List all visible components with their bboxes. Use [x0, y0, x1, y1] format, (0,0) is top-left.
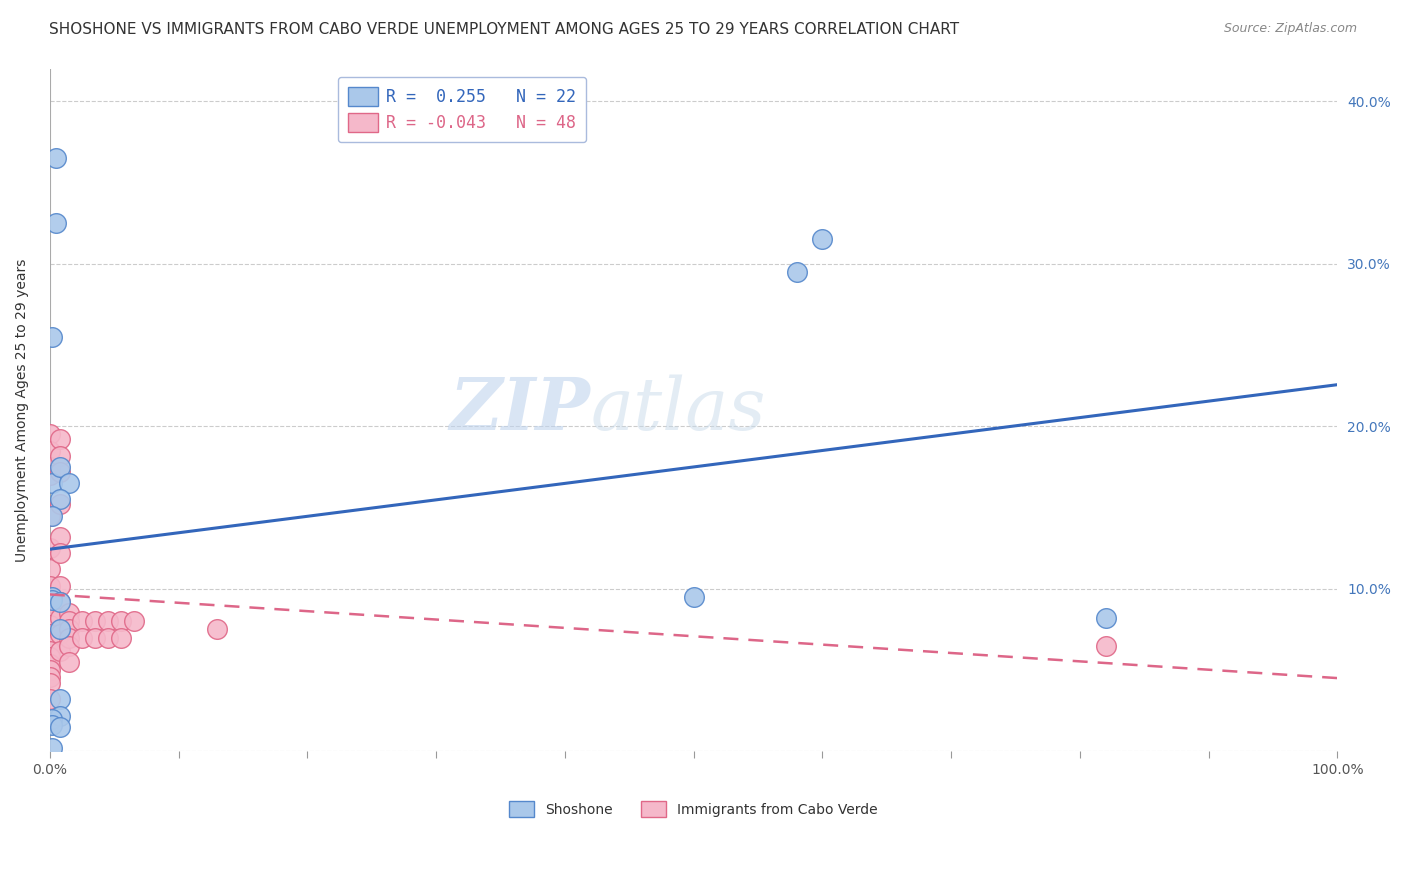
Point	[41, 718, 63, 732]
Point	[38, 657, 60, 671]
Point	[97, 631, 120, 645]
Point	[83, 631, 105, 645]
Point	[41, 712, 63, 726]
Point	[38, 468, 60, 483]
Text: Source: ZipAtlas.com: Source: ZipAtlas.com	[1223, 22, 1357, 36]
Point	[58, 606, 80, 620]
Point	[58, 623, 80, 637]
Point	[38, 633, 60, 648]
Point	[38, 692, 60, 706]
Point	[49, 595, 72, 609]
Point	[786, 265, 808, 279]
Point	[1094, 611, 1116, 625]
Point	[49, 432, 72, 446]
Point	[49, 627, 72, 641]
Point	[49, 459, 72, 474]
Point	[49, 465, 72, 479]
Point	[38, 643, 60, 657]
Point	[70, 615, 93, 629]
Point	[49, 492, 72, 507]
Point	[811, 232, 834, 246]
Legend: Shoshone, Immigrants from Cabo Verde: Shoshone, Immigrants from Cabo Verde	[503, 796, 883, 823]
Point	[38, 443, 60, 458]
Point	[38, 427, 60, 442]
Point	[49, 497, 72, 511]
Point	[49, 623, 72, 637]
Point	[58, 631, 80, 645]
Point	[70, 631, 93, 645]
Point	[49, 595, 72, 609]
Point	[41, 476, 63, 491]
Point	[41, 330, 63, 344]
Point	[49, 708, 72, 723]
Point	[38, 676, 60, 690]
Point	[58, 615, 80, 629]
Point	[49, 692, 72, 706]
Text: SHOSHONE VS IMMIGRANTS FROM CABO VERDE UNEMPLOYMENT AMONG AGES 25 TO 29 YEARS CO: SHOSHONE VS IMMIGRANTS FROM CABO VERDE U…	[49, 22, 959, 37]
Point	[38, 650, 60, 665]
Point	[49, 720, 72, 734]
Point	[49, 643, 72, 657]
Point	[38, 541, 60, 556]
Point	[49, 530, 72, 544]
Point	[205, 623, 228, 637]
Point	[97, 615, 120, 629]
Point	[38, 663, 60, 677]
Point	[49, 449, 72, 463]
Point	[38, 627, 60, 641]
Point	[110, 615, 132, 629]
Point	[58, 639, 80, 653]
Point	[38, 459, 60, 474]
Point	[38, 611, 60, 625]
Point	[58, 655, 80, 669]
Point	[41, 590, 63, 604]
Point	[45, 216, 67, 230]
Point	[41, 741, 63, 756]
Point	[1094, 639, 1116, 653]
Point	[38, 670, 60, 684]
Point	[38, 508, 60, 523]
Point	[49, 611, 72, 625]
Point	[49, 578, 72, 592]
Point	[122, 615, 145, 629]
Point	[38, 617, 60, 632]
Y-axis label: Unemployment Among Ages 25 to 29 years: Unemployment Among Ages 25 to 29 years	[15, 259, 30, 562]
Point	[38, 595, 60, 609]
Text: ZIP: ZIP	[450, 375, 591, 445]
Point	[682, 590, 704, 604]
Text: atlas: atlas	[591, 375, 766, 445]
Point	[110, 631, 132, 645]
Point	[49, 546, 72, 560]
Point	[38, 578, 60, 592]
Point	[41, 593, 63, 607]
Point	[45, 151, 67, 165]
Point	[83, 615, 105, 629]
Point	[41, 508, 63, 523]
Point	[38, 562, 60, 576]
Point	[58, 476, 80, 491]
